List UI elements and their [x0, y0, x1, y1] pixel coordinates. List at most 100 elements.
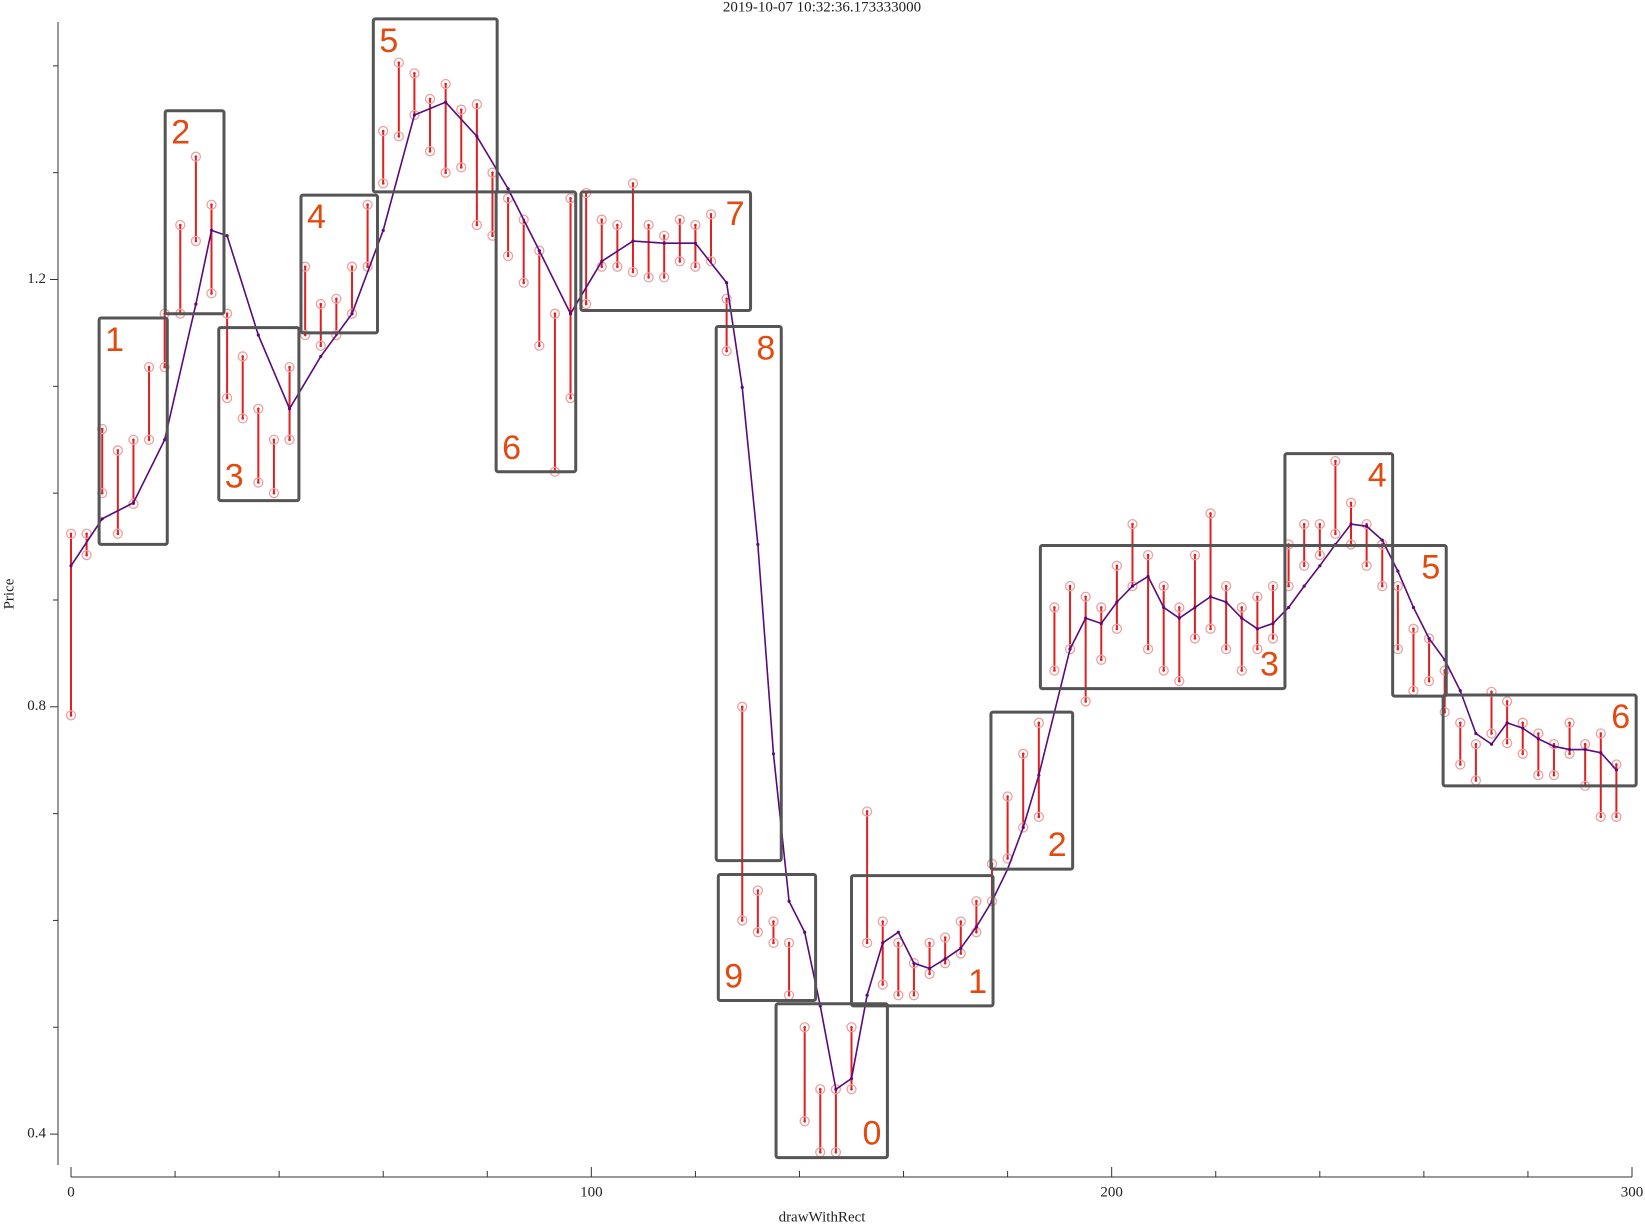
range-end	[1080, 591, 1091, 602]
range-end-dot	[1380, 584, 1384, 588]
range-end-dot	[803, 1025, 806, 1029]
range-end	[690, 219, 701, 231]
box	[850, 874, 995, 1008]
line-point	[1240, 616, 1244, 620]
range-end-dot	[69, 714, 73, 717]
box	[716, 873, 818, 1003]
chart-title: 2019-10-07 10:32:36.173333000	[723, 0, 921, 15]
range-end	[346, 261, 358, 272]
range-end	[752, 885, 763, 896]
range-end-dot	[694, 223, 697, 227]
range-end	[596, 214, 607, 225]
range-end	[752, 927, 763, 938]
range-end-dot	[1099, 658, 1103, 662]
range-end-dot	[943, 936, 947, 939]
line-point	[725, 281, 729, 285]
range-end-dot	[1115, 627, 1119, 631]
range-end-dot	[1458, 763, 1462, 766]
range-end-dot	[1037, 721, 1041, 725]
range-end	[1049, 602, 1060, 613]
range-end-dot	[85, 553, 88, 557]
range-end-dot	[1318, 553, 1322, 557]
range-end-dot	[1006, 795, 1009, 798]
range-end-dot	[132, 438, 135, 442]
box-label: 6	[1611, 698, 1630, 736]
range-end-dot	[1458, 721, 1462, 725]
range-end-dot	[459, 108, 463, 111]
line-point	[1255, 627, 1259, 631]
box-label: 7	[726, 195, 745, 233]
range-end	[1158, 665, 1169, 676]
range-end-dot	[850, 1087, 853, 1091]
range-end-dot	[1068, 584, 1072, 588]
range-end-dot	[1209, 627, 1212, 631]
range-end-dot	[1240, 606, 1244, 609]
range-end	[1517, 748, 1528, 759]
line-point	[787, 899, 791, 903]
line-point	[1130, 584, 1135, 588]
line-point	[1162, 605, 1166, 610]
range-end-dot	[85, 532, 88, 536]
range-end-dot	[1037, 815, 1041, 819]
line-point	[927, 966, 932, 971]
range-end	[65, 528, 77, 539]
range-end-dot	[1615, 815, 1618, 819]
moving-average-line	[70, 101, 1617, 1091]
box-label: 4	[307, 198, 326, 236]
box	[714, 325, 783, 863]
range-end-dot	[288, 365, 291, 369]
line-point	[1037, 773, 1041, 777]
box	[371, 17, 499, 194]
range-end	[1049, 665, 1060, 676]
range-end	[300, 329, 311, 341]
range-end-dot	[1053, 606, 1056, 609]
range-end	[284, 434, 295, 445]
range-end	[1455, 759, 1466, 770]
line-point	[100, 517, 104, 521]
range-end-dot	[397, 135, 401, 138]
range-end	[1330, 528, 1341, 539]
range-end-dot	[787, 941, 791, 945]
range-end	[1142, 549, 1154, 561]
range-end-dot	[538, 344, 541, 348]
range-end-dot	[1537, 773, 1540, 777]
range-end-dot	[616, 265, 619, 268]
range-end	[1267, 633, 1279, 644]
range-end	[1408, 623, 1419, 634]
line-point	[740, 385, 744, 390]
range-end-dot	[553, 312, 557, 315]
range-end	[440, 167, 451, 178]
range-end-dot	[194, 239, 198, 243]
line-point	[506, 187, 510, 191]
box-label: 4	[1368, 457, 1387, 495]
range-end	[1236, 665, 1247, 676]
range-end-dot	[428, 150, 432, 153]
line-point	[1599, 751, 1603, 755]
line-point	[865, 993, 869, 997]
range-end-dot	[444, 82, 447, 86]
range-end-dot	[1256, 595, 1259, 599]
range-end	[1267, 580, 1279, 592]
range-end-dot	[506, 197, 510, 200]
range-end-dot	[1256, 647, 1259, 651]
range-end-dot	[116, 532, 120, 536]
range-end-dot	[928, 972, 931, 976]
range-end	[1220, 580, 1232, 592]
line-point	[1224, 600, 1228, 604]
range-end	[237, 413, 248, 424]
box-label: 3	[1260, 646, 1279, 684]
range-end-dot	[631, 182, 635, 185]
line-point	[1349, 522, 1353, 526]
line-point	[444, 100, 448, 104]
range-end	[393, 131, 404, 142]
range-end-dot	[1568, 752, 1571, 756]
range-end	[940, 932, 951, 943]
line-point	[896, 930, 900, 934]
range-end	[1595, 811, 1606, 822]
box-label: 8	[756, 329, 775, 367]
range-end	[612, 219, 623, 231]
range-end-dot	[288, 438, 291, 442]
range-end-dot	[178, 223, 182, 227]
box	[774, 1002, 889, 1160]
range-end	[674, 214, 685, 225]
